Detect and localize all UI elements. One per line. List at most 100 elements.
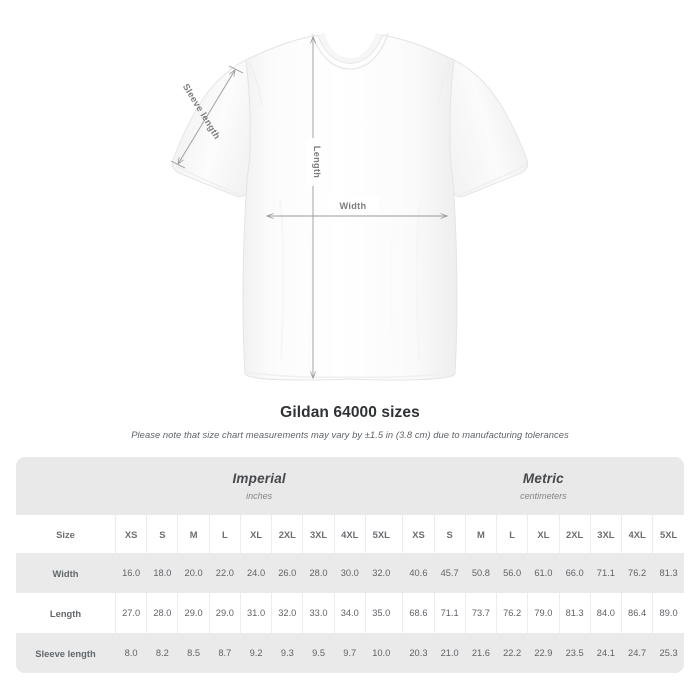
cell-metric-3xl: 84.0 [589,593,622,633]
unit-header-imperial: Imperial inches [115,457,403,515]
cell-metric-xl: 22.9 [527,633,559,673]
cell-imperial-l: 29.0 [208,593,241,633]
tshirt-illustration: Sleeve length Length Width [170,32,529,381]
column-header-imperial-4xl: 4XL [333,515,366,553]
column-header-metric-xl: XL [527,515,559,553]
section-divider [396,593,403,633]
unit-subtitle: centimeters [520,491,567,501]
cell-metric-4xl: 24.7 [620,633,653,673]
unit-banner-row: Imperial inches Metric centimeters [16,457,684,515]
unit-name: Imperial [232,471,286,486]
cell-metric-5xl: 25.3 [652,633,684,673]
section-divider [396,553,403,593]
table-row: Sleeve length 8.0 8.2 8.5 8.7 9.2 9.3 9.5 9.7 10.… [16,633,684,673]
cell-imperial-xl: 9.2 [239,633,272,673]
annotation-label-width: Width [340,201,367,211]
row-label-sleeve-length: Sleeve length [16,633,116,673]
column-header-imperial-s: S [146,515,178,553]
cell-metric-xl: 79.0 [527,593,559,633]
cell-metric-xs: 68.6 [402,593,435,633]
cell-imperial-4xl: 30.0 [333,553,366,593]
cell-metric-5xl: 81.3 [652,553,684,593]
size-chart-table: Imperial inches Metric centimeters Size XS S M L… [16,457,684,673]
column-header-metric-m: M [464,515,497,553]
cell-metric-4xl: 76.2 [620,553,653,593]
title-block: Gildan 64000 sizes Please note that size… [0,404,700,440]
cell-imperial-3xl: 28.0 [302,553,335,593]
cell-metric-xs: 40.6 [402,553,435,593]
cell-metric-s: 71.1 [433,593,466,633]
cell-metric-2xl: 23.5 [558,633,591,673]
cell-metric-s: 45.7 [433,553,466,593]
column-header-metric-l: L [496,515,528,553]
cell-metric-2xl: 81.3 [558,593,591,633]
cell-metric-5xl: 89.0 [652,593,684,633]
cell-imperial-3xl: 9.5 [302,633,335,673]
cell-metric-m: 73.7 [464,593,497,633]
column-header-metric-xs: XS [402,515,435,553]
cell-imperial-s: 8.2 [146,633,178,673]
cell-metric-xs: 20.3 [402,633,435,673]
cell-metric-4xl: 86.4 [620,593,653,633]
cell-imperial-4xl: 34.0 [333,593,366,633]
column-header-imperial-m: M [177,515,210,553]
cell-imperial-5xl: 32.0 [364,553,397,593]
annotation-length: Length [306,37,322,378]
column-header-metric-3xl: 3XL [589,515,622,553]
cell-metric-m: 21.6 [464,633,497,673]
annotation-label-length: Length [312,146,322,179]
cell-metric-m: 50.8 [464,553,497,593]
cell-metric-xl: 61.0 [527,553,559,593]
cell-imperial-2xl: 26.0 [271,553,303,593]
cell-metric-3xl: 24.1 [589,633,622,673]
cell-imperial-3xl: 33.0 [302,593,335,633]
unit-header-metric: Metric centimeters [402,457,684,515]
cell-imperial-l: 22.0 [208,553,241,593]
table-row: Length 27.0 28.0 29.0 29.0 31.0 32.0 33.0 34.0 35… [16,593,684,633]
cell-imperial-5xl: 10.0 [364,633,397,673]
cell-imperial-m: 29.0 [177,593,210,633]
cell-imperial-2xl: 9.3 [271,633,303,673]
cell-metric-l: 76.2 [496,593,528,633]
column-header-imperial-3xl: 3XL [302,515,335,553]
size-header-row: Size XS S M L XL 2XL 3XL 4XL 5XL XS S M L XL 2XL 3XL 4XL 5… [16,515,684,553]
cell-imperial-m: 20.0 [177,553,210,593]
cell-imperial-xs: 8.0 [115,633,147,673]
column-header-imperial-l: L [208,515,241,553]
column-header-imperial-5xl: 5XL [364,515,397,553]
row-label-length: Length [16,593,116,633]
column-header-metric-5xl: 5XL [652,515,684,553]
cell-metric-2xl: 66.0 [558,553,591,593]
unit-name: Metric [522,471,564,486]
cell-imperial-xs: 16.0 [115,553,147,593]
section-divider [396,515,403,553]
cell-imperial-xl: 24.0 [239,553,272,593]
page-title: Gildan 64000 sizes [280,404,420,421]
column-header-imperial-xs: XS [115,515,147,553]
cell-imperial-2xl: 32.0 [271,593,303,633]
column-header-size: Size [16,515,116,553]
cell-metric-s: 21.0 [433,633,466,673]
page-subtitle: Please note that size chart measurements… [131,429,569,440]
column-header-imperial-xl: XL [239,515,272,553]
row-label-width: Width [16,553,116,593]
cell-imperial-5xl: 35.0 [364,593,397,633]
column-header-metric-4xl: 4XL [620,515,653,553]
cell-metric-l: 22.2 [496,633,528,673]
column-header-metric-2xl: 2XL [558,515,591,553]
unit-banner-blank [16,457,116,515]
cell-imperial-xl: 31.0 [239,593,272,633]
annotation-width: Width [267,196,447,216]
size-table-container: Imperial inches Metric centimeters Size XS S M L… [16,457,684,673]
column-header-imperial-2xl: 2XL [271,515,303,553]
cell-imperial-s: 28.0 [146,593,178,633]
cell-imperial-s: 18.0 [146,553,178,593]
cell-imperial-xs: 27.0 [115,593,147,633]
cell-imperial-l: 8.7 [208,633,241,673]
table-row: Width 16.0 18.0 20.0 22.0 24.0 26.0 28.0 30.0 32.… [16,553,684,593]
cell-imperial-4xl: 9.7 [333,633,366,673]
cell-metric-l: 56.0 [496,553,528,593]
section-divider [396,633,403,673]
cell-metric-3xl: 71.1 [589,553,622,593]
